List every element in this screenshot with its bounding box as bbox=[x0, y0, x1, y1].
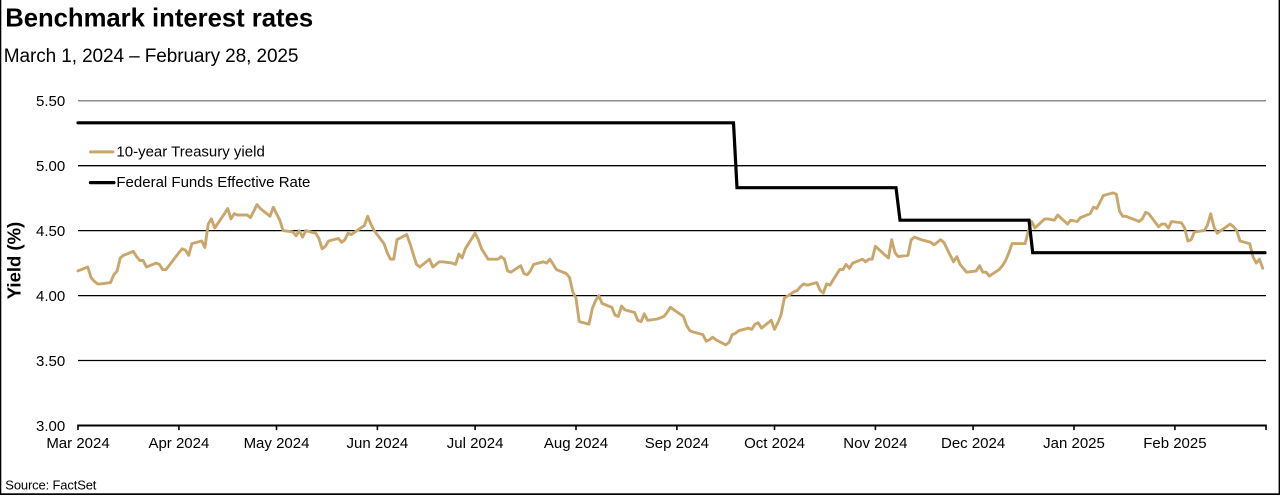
svg-text:Federal Funds Effective Rate: Federal Funds Effective Rate bbox=[116, 174, 310, 191]
svg-text:Yield (%): Yield (%) bbox=[3, 222, 24, 299]
svg-text:Jun 2024: Jun 2024 bbox=[347, 435, 409, 452]
svg-text:Dec 2024: Dec 2024 bbox=[941, 435, 1005, 452]
svg-text:Nov 2024: Nov 2024 bbox=[843, 435, 907, 452]
svg-text:5.50: 5.50 bbox=[36, 93, 65, 110]
svg-text:Sep 2024: Sep 2024 bbox=[645, 435, 709, 452]
svg-text:Aug 2024: Aug 2024 bbox=[544, 435, 608, 452]
svg-text:Oct 2024: Oct 2024 bbox=[744, 435, 805, 452]
svg-text:March 1, 2024 – February 28, 2: March 1, 2024 – February 28, 2025 bbox=[4, 46, 299, 67]
svg-text:May 2024: May 2024 bbox=[244, 435, 310, 452]
svg-text:Apr 2024: Apr 2024 bbox=[148, 435, 209, 452]
svg-text:Benchmark interest rates: Benchmark interest rates bbox=[5, 5, 313, 33]
svg-text:3.00: 3.00 bbox=[36, 418, 65, 435]
svg-text:10-year Treasury yield: 10-year Treasury yield bbox=[116, 143, 264, 160]
svg-text:Jan 2025: Jan 2025 bbox=[1043, 435, 1105, 452]
svg-text:5.00: 5.00 bbox=[36, 158, 65, 175]
svg-text:Jul 2024: Jul 2024 bbox=[447, 435, 504, 452]
svg-text:Mar 2024: Mar 2024 bbox=[46, 435, 109, 452]
svg-text:3.50: 3.50 bbox=[36, 353, 65, 370]
svg-text:4.50: 4.50 bbox=[36, 223, 65, 240]
svg-text:Feb 2025: Feb 2025 bbox=[1143, 435, 1206, 452]
svg-text:Source: FactSet: Source: FactSet bbox=[5, 477, 96, 492]
svg-text:4.00: 4.00 bbox=[36, 288, 65, 305]
